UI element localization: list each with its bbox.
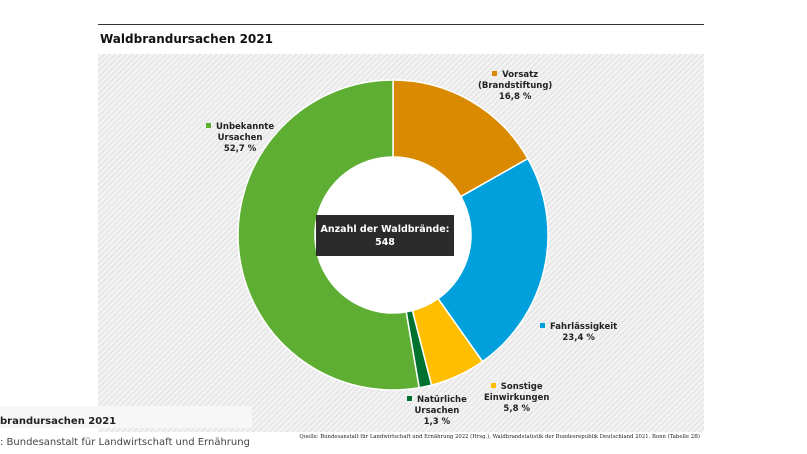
center-label-box: Anzahl der Waldbrände: 548 <box>316 215 454 256</box>
label-unbekannte-value: 52,7 % <box>223 144 257 154</box>
legend-swatch-unbekannte <box>206 123 211 128</box>
caption-title: brandursachen 2021 <box>0 416 117 427</box>
label-vorsatz-name: Vorsatz (Brandstiftung) <box>478 70 553 91</box>
label-natuerliche-value: 1,3 % <box>423 417 451 427</box>
center-label: Anzahl der Waldbrände: <box>320 223 450 235</box>
label-fahrlaessigkeit-name: Fahrlässigkeit <box>550 322 618 332</box>
label-natuerliche-name: Natürliche Ursachen <box>414 395 467 416</box>
legend-swatch-fahrlaessigkeit <box>540 323 545 328</box>
label-fahrlaessigkeit-value: 23,4 % <box>562 333 595 343</box>
label-natuerliche: Natürliche Ursachen 1,3 % <box>407 395 467 428</box>
label-unbekannte-name: Unbekannte Ursachen <box>216 122 275 143</box>
legend-swatch-sonstige <box>490 383 496 388</box>
label-sonstige-value: 5,8 % <box>503 404 530 414</box>
caption-panel <box>0 406 252 428</box>
label-unbekannte: Unbekannte Ursachen 52,7 % <box>206 122 274 155</box>
caption-source: : Bundesanstalt für Landwirtschaft und E… <box>0 437 250 448</box>
chart-title: Waldbrandursachen 2021 <box>100 32 273 46</box>
center-value: 548 <box>375 236 395 248</box>
label-sonstige-name: Sonstige Einwirkungen <box>484 382 550 403</box>
legend-swatch-vorsatz <box>492 71 498 76</box>
title-rule <box>98 24 704 25</box>
label-fahrlaessigkeit: Fahrlässigkeit 23,4 % <box>540 322 617 344</box>
label-vorsatz-value: 16,8 % <box>498 92 532 102</box>
label-sonstige: Sonstige Einwirkungen 5,8 % <box>484 382 549 415</box>
chart-source: Quelle: Bundesanstalt für Landwirtschaft… <box>299 434 700 440</box>
legend-swatch-natuerliche <box>407 396 412 401</box>
label-vorsatz: Vorsatz (Brandstiftung) 16,8 % <box>478 70 552 103</box>
